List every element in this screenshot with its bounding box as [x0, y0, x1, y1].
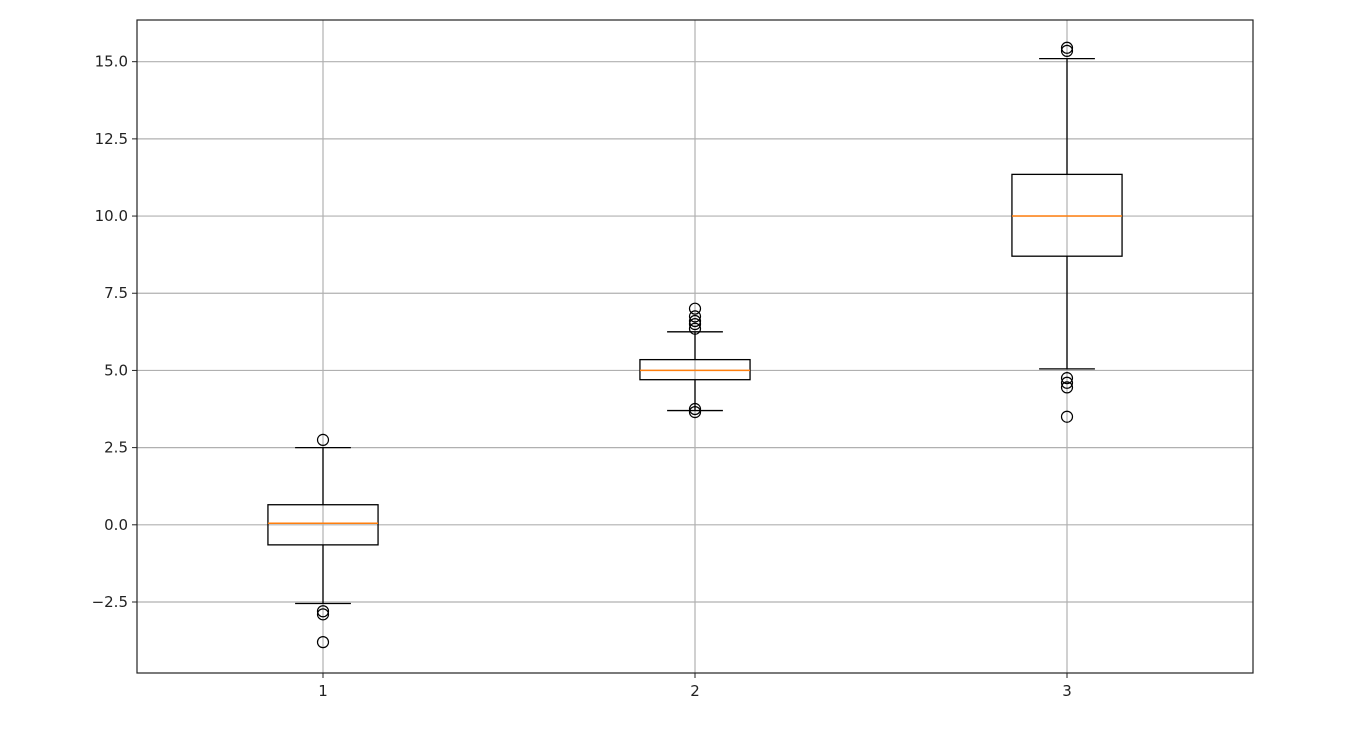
outlier-point [1060, 41, 1074, 54]
outlier-point [688, 302, 702, 315]
outlier-point [1060, 44, 1074, 57]
box-group-1 [267, 433, 379, 649]
outlier-point [688, 322, 702, 335]
y-tick-label: −2.5 [92, 593, 128, 611]
outlier-point [1060, 372, 1074, 385]
outlier-point [688, 406, 702, 419]
box-group-3 [1011, 41, 1123, 423]
boxes-layer [267, 41, 1123, 649]
outlier-point [1060, 381, 1074, 394]
y-tick-label: 2.5 [104, 439, 128, 457]
plot-frame [136, 19, 1254, 674]
x-axis-ticks: 1 2 3 [318, 673, 1072, 700]
y-tick-label: 12.5 [95, 130, 128, 148]
box-group-2 [639, 302, 751, 419]
outlier-point [688, 402, 702, 416]
y-tick-label: 5.0 [104, 361, 128, 379]
iqr-box [267, 504, 379, 546]
outlier-point [1060, 376, 1074, 389]
outlier-point [316, 433, 330, 446]
x-tick-label: 1 [318, 682, 328, 700]
outlier-point [316, 636, 330, 649]
iqr-box [1011, 173, 1123, 257]
outlier-point [688, 318, 702, 331]
outlier-point [688, 314, 702, 328]
y-tick-label: 15.0 [95, 53, 128, 71]
x-tick-label: 2 [690, 682, 700, 700]
iqr-box [639, 358, 751, 381]
y-tick-label: 10.0 [95, 207, 128, 225]
outlier-point [316, 605, 330, 618]
outlier-point [688, 310, 702, 323]
x-tick-label: 3 [1062, 682, 1072, 700]
outlier-point [1060, 410, 1074, 423]
y-axis-ticks: −2.5 0.0 2.5 5.0 7.5 10.0 12.5 15.0 [92, 53, 137, 611]
outlier-point [316, 608, 330, 621]
y-tick-label: 0.0 [104, 516, 128, 534]
y-tick-label: 7.5 [104, 284, 128, 302]
